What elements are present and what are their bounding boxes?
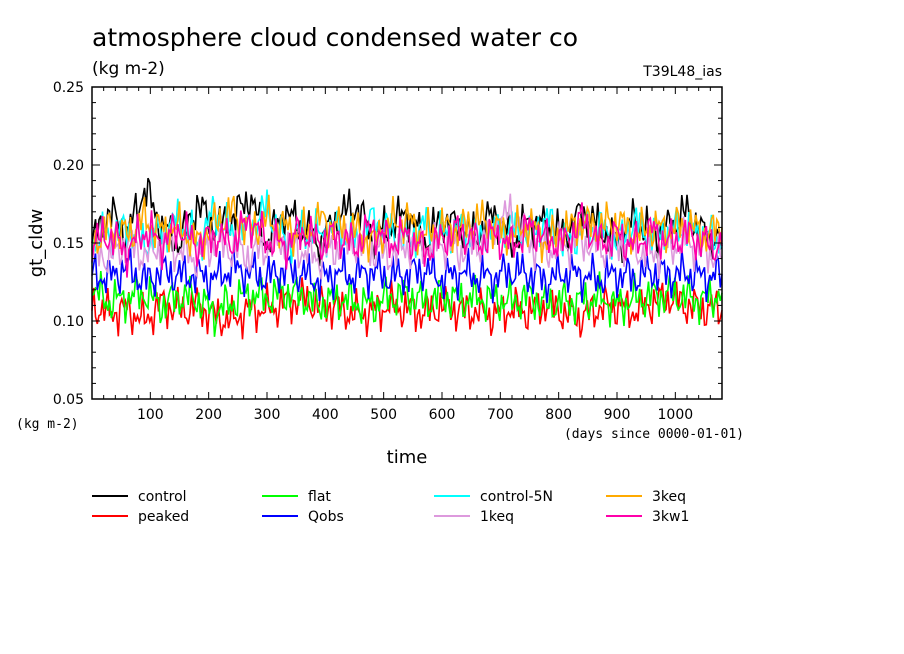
- series-line-3keq: [91, 194, 723, 264]
- x-unit-label: (days since 0000-01-01): [564, 427, 744, 442]
- legend-label: 3kw1: [652, 509, 689, 525]
- y-tick-label: 0.20: [53, 158, 84, 174]
- x-tick-label: 100: [137, 407, 164, 423]
- ticks-layer: 100 200 300 400 500 600 700 800 900 1000 0.05 0.10 0…: [53, 80, 722, 423]
- x-tick-label: 400: [312, 407, 339, 423]
- legend-label: peaked: [138, 509, 189, 525]
- y-tick-label: 0.15: [53, 236, 84, 252]
- x-axis-label: time: [387, 447, 428, 468]
- experiment-label: T39L48_ias: [642, 64, 722, 80]
- x-tick-label: 300: [254, 407, 281, 423]
- legend-label: Qobs: [308, 509, 344, 525]
- chart-title: atmosphere cloud condensed water co: [92, 23, 578, 52]
- x-tick-label: 700: [487, 407, 514, 423]
- x-tick-label: 200: [195, 407, 222, 423]
- legend-label: control-5N: [480, 489, 553, 505]
- y-tick-label: 0.25: [53, 80, 84, 96]
- x-tick-label: 500: [370, 407, 397, 423]
- legend-label: 3keq: [652, 489, 686, 505]
- x-tick-label: 800: [545, 407, 572, 423]
- series-line-3kw1: [91, 202, 723, 278]
- chart-subtitle: (kg m-2): [92, 59, 165, 79]
- y-axis-label: gt_cldw: [26, 209, 47, 278]
- series-line-peaked: [91, 277, 723, 340]
- x-tick-label: 600: [429, 407, 456, 423]
- legend: control peaked flat Qobs control-5N 1keq 3keq 3…: [92, 489, 689, 525]
- y-tick-label: 0.05: [53, 392, 84, 408]
- series-layer: [91, 177, 723, 340]
- legend-label: 1keq: [480, 509, 514, 525]
- legend-label: flat: [308, 489, 331, 505]
- y-tick-label: 0.10: [53, 314, 84, 330]
- y-unit-label: (kg m-2): [16, 417, 79, 432]
- legend-label: control: [138, 489, 187, 505]
- x-tick-label: 1000: [658, 407, 694, 423]
- x-tick-label: 900: [604, 407, 631, 423]
